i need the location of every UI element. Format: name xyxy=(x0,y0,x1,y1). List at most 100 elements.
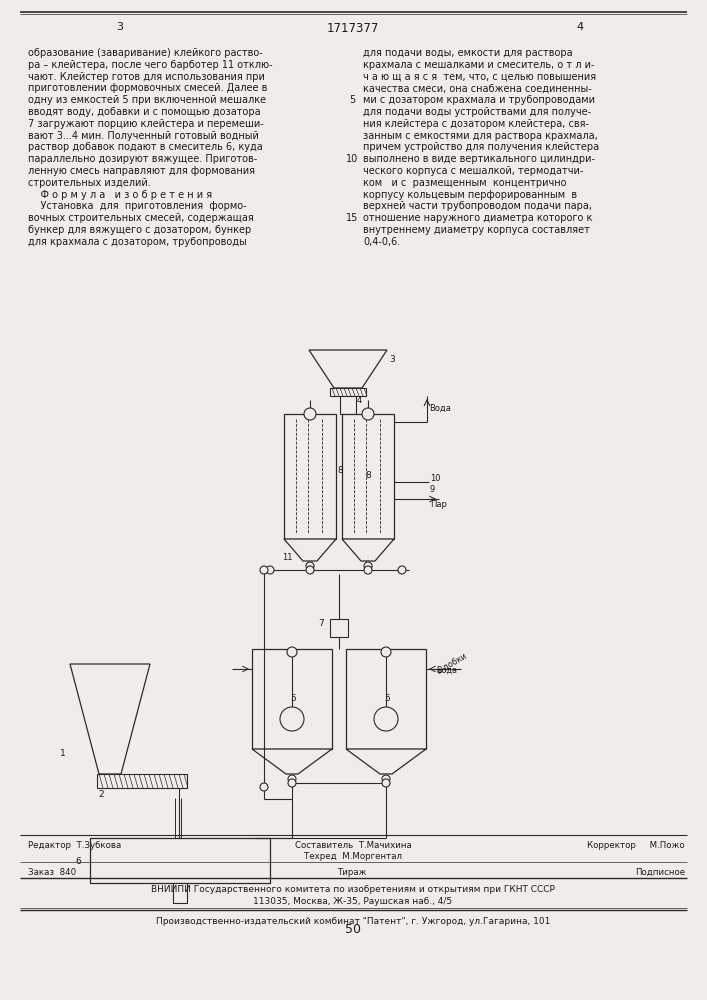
Text: 7 загружают порцию клейстера и перемеши-: 7 загружают порцию клейстера и перемеши- xyxy=(28,119,264,129)
Text: Ф о р м у л а   и з о б р е т е н и я: Ф о р м у л а и з о б р е т е н и я xyxy=(28,190,212,200)
Text: ческого корпуса с мешалкой, термодатчи-: ческого корпуса с мешалкой, термодатчи- xyxy=(363,166,583,176)
Text: 1717377: 1717377 xyxy=(327,22,379,35)
Text: верхней части трубопроводом подачи пара,: верхней части трубопроводом подачи пара, xyxy=(363,201,592,211)
Text: Вода: Вода xyxy=(429,404,451,413)
Text: для подачи воды устройствами для получе-: для подачи воды устройствами для получе- xyxy=(363,107,591,117)
Text: Составитель  Т.Мачихина: Составитель Т.Мачихина xyxy=(295,841,411,850)
Text: для подачи воды, емкости для раствора: для подачи воды, емкости для раствора xyxy=(363,48,573,58)
Text: корпусу кольцевым перфорированным  в: корпусу кольцевым перфорированным в xyxy=(363,190,577,200)
Text: Производственно-издательский комбинат "Патент", г. Ужгород, ул.Гагарина, 101: Производственно-издательский комбинат "П… xyxy=(156,917,550,926)
Text: вочных строительных смесей, содержащая: вочных строительных смесей, содержащая xyxy=(28,213,254,223)
Text: 9: 9 xyxy=(430,485,436,494)
Polygon shape xyxy=(309,350,387,388)
Bar xyxy=(330,619,348,637)
Text: ком   и с  размещенным  концентрично: ком и с размещенным концентрично xyxy=(363,178,566,188)
Polygon shape xyxy=(284,539,336,561)
Bar xyxy=(340,396,356,414)
Circle shape xyxy=(288,775,296,783)
Text: 2: 2 xyxy=(98,790,104,799)
Circle shape xyxy=(260,566,268,574)
Text: строительных изделий.: строительных изделий. xyxy=(28,178,151,188)
Text: выполнено в виде вертикального цилиндри-: выполнено в виде вертикального цилиндри- xyxy=(363,154,595,164)
Text: Вода: Вода xyxy=(436,666,457,675)
Text: 7: 7 xyxy=(318,619,324,628)
Text: Редактор  Т.Зубкова: Редактор Т.Зубкова xyxy=(28,841,121,850)
Text: 11: 11 xyxy=(282,553,293,562)
Text: 10: 10 xyxy=(346,154,358,164)
Text: Тираж: Тираж xyxy=(338,868,368,877)
Bar xyxy=(342,414,394,539)
Text: ленную смесь направляют для формования: ленную смесь направляют для формования xyxy=(28,166,255,176)
Text: приготовлении формовочных смесей. Далее в: приготовлении формовочных смесей. Далее … xyxy=(28,83,267,93)
Text: одну из емкостей 5 при включенной мешалке: одну из емкостей 5 при включенной мешалк… xyxy=(28,95,266,105)
Circle shape xyxy=(382,779,390,787)
Text: чают. Клейстер готов для использования при: чают. Клейстер готов для использования п… xyxy=(28,72,265,82)
Text: отношение наружного диаметра которого к: отношение наружного диаметра которого к xyxy=(363,213,592,223)
Text: 3: 3 xyxy=(389,355,395,364)
Polygon shape xyxy=(252,749,332,774)
Bar xyxy=(330,388,366,396)
Text: ч а ю щ а я с я  тем, что, с целью повышения: ч а ю щ а я с я тем, что, с целью повыше… xyxy=(363,72,596,82)
Bar xyxy=(346,649,426,749)
Bar xyxy=(252,649,332,749)
Circle shape xyxy=(306,566,314,574)
Circle shape xyxy=(382,775,390,783)
Text: ра – клейстера, после чего барботер 11 отклю-: ра – клейстера, после чего барботер 11 о… xyxy=(28,60,273,70)
Text: причем устройство для получения клейстера: причем устройство для получения клейстер… xyxy=(363,142,599,152)
Circle shape xyxy=(280,707,304,731)
Text: 8: 8 xyxy=(337,466,343,475)
Text: в добки: в добки xyxy=(436,653,469,677)
Text: качества смеси, она снабжена соединенны-: качества смеси, она снабжена соединенны- xyxy=(363,83,592,93)
Circle shape xyxy=(260,783,268,791)
Text: для крахмала с дозатором, трубопроводы: для крахмала с дозатором, трубопроводы xyxy=(28,237,247,247)
Bar xyxy=(97,774,187,788)
Text: 113035, Москва, Ж-35, Раушская наб., 4/5: 113035, Москва, Ж-35, Раушская наб., 4/5 xyxy=(253,897,452,906)
Polygon shape xyxy=(70,664,150,774)
Text: бункер для вяжущего с дозатором, бункер: бункер для вяжущего с дозатором, бункер xyxy=(28,225,251,235)
Text: ми с дозатором крахмала и трубопроводами: ми с дозатором крахмала и трубопроводами xyxy=(363,95,595,105)
Circle shape xyxy=(287,647,297,657)
Circle shape xyxy=(364,562,372,570)
Bar xyxy=(173,883,187,903)
Circle shape xyxy=(362,408,374,420)
Text: Заказ  840: Заказ 840 xyxy=(28,868,76,877)
Circle shape xyxy=(374,707,398,731)
Text: Подписное: Подписное xyxy=(635,868,685,877)
Text: 10: 10 xyxy=(430,474,440,483)
Circle shape xyxy=(304,408,316,420)
Text: 4: 4 xyxy=(357,396,362,405)
Text: Пар: Пар xyxy=(430,500,447,509)
Text: раствор добавок подают в смеситель 6, куда: раствор добавок подают в смеситель 6, ку… xyxy=(28,142,263,152)
Text: Корректор     М.Пожо: Корректор М.Пожо xyxy=(588,841,685,850)
Text: 6: 6 xyxy=(75,857,81,866)
Circle shape xyxy=(381,647,391,657)
Text: 3: 3 xyxy=(117,22,124,32)
Text: 15: 15 xyxy=(346,213,358,223)
Text: Техред  М.Моргентал: Техред М.Моргентал xyxy=(304,852,402,861)
Polygon shape xyxy=(346,749,426,774)
Text: 50: 50 xyxy=(345,923,361,936)
Text: вводят воду, добавки и с помощью дозатора: вводят воду, добавки и с помощью дозатор… xyxy=(28,107,261,117)
Text: внутреннему диаметру корпуса составляет: внутреннему диаметру корпуса составляет xyxy=(363,225,590,235)
Circle shape xyxy=(306,562,314,570)
Polygon shape xyxy=(342,539,394,561)
Circle shape xyxy=(364,566,372,574)
Text: Установка  для  приготовления  формо-: Установка для приготовления формо- xyxy=(28,201,247,211)
Text: ВНИИПИ Государственного комитета по изобретениям и открытиям при ГКНТ СССР: ВНИИПИ Государственного комитета по изоб… xyxy=(151,885,555,894)
Text: 1: 1 xyxy=(60,749,66,758)
Text: 4: 4 xyxy=(576,22,583,32)
Bar xyxy=(90,838,270,883)
Text: ния клейстера с дозатором клейстера, свя-: ния клейстера с дозатором клейстера, свя… xyxy=(363,119,589,129)
Text: 0,4-0,6.: 0,4-0,6. xyxy=(363,237,400,247)
Text: вают 3...4 мин. Полученный готовый водный: вают 3...4 мин. Полученный готовый водны… xyxy=(28,131,259,141)
Circle shape xyxy=(266,566,274,574)
Text: крахмала с мешалками и смеситель, о т л и-: крахмала с мешалками и смеситель, о т л … xyxy=(363,60,595,70)
Circle shape xyxy=(288,779,296,787)
Text: занным с емкостями для раствора крахмала,: занным с емкостями для раствора крахмала… xyxy=(363,131,597,141)
Circle shape xyxy=(398,566,406,574)
Text: параллельно дозируют вяжущее. Приготов-: параллельно дозируют вяжущее. Приготов- xyxy=(28,154,257,164)
Text: образование (заваривание) клейкого раство-: образование (заваривание) клейкого раств… xyxy=(28,48,263,58)
Text: 5: 5 xyxy=(290,694,296,703)
Text: 5: 5 xyxy=(349,95,355,105)
Text: 5: 5 xyxy=(384,694,390,703)
